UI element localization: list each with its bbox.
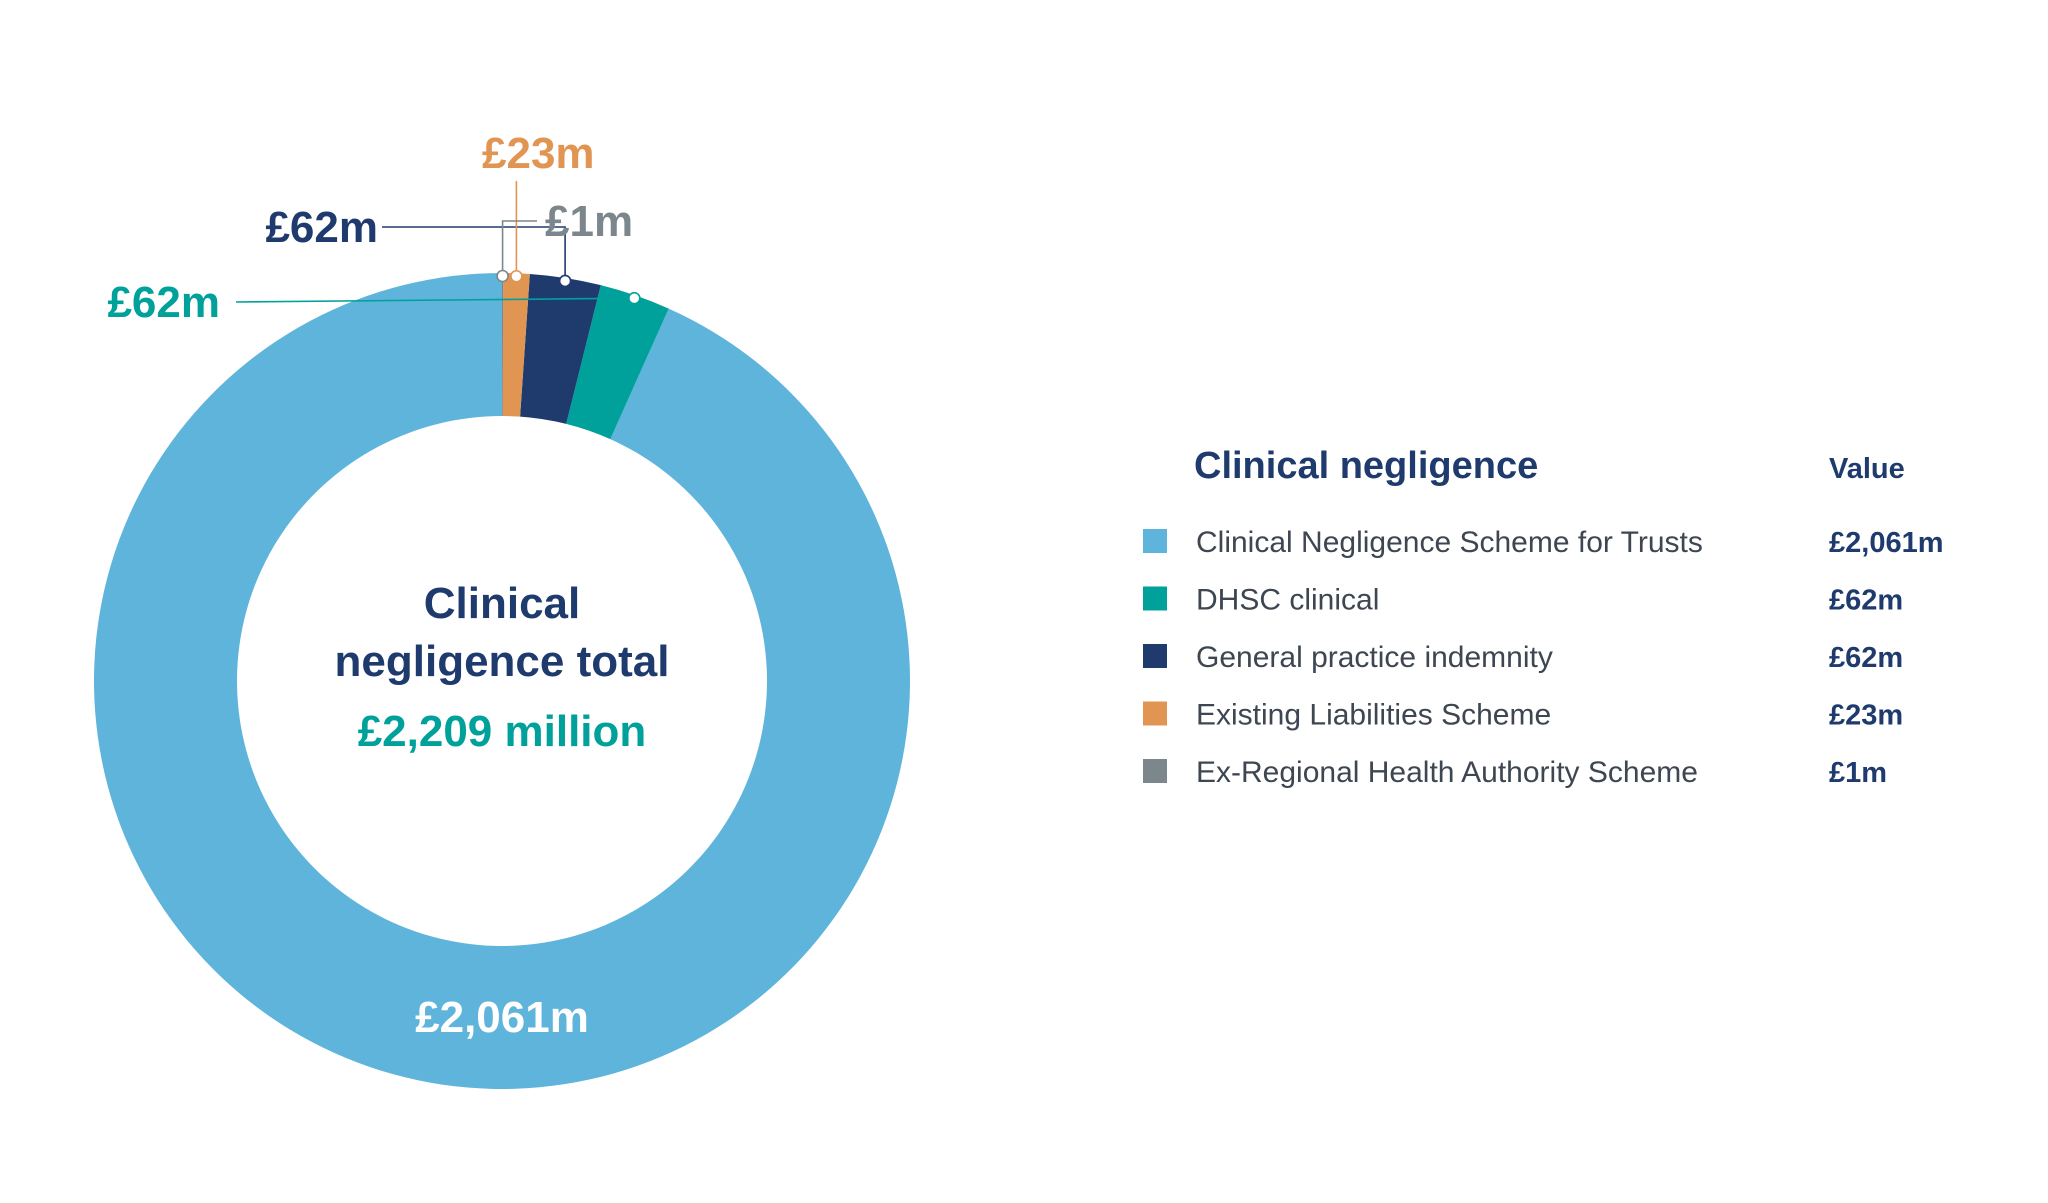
slice-label-0: £2,061m — [415, 993, 589, 1042]
legend-value-3: £23m — [1829, 700, 1903, 732]
legend-swatch-2 — [1143, 644, 1167, 668]
callout-dot-1 — [628, 291, 641, 305]
center-title-line-1: Clinical — [424, 579, 581, 628]
slice-clinical-negligence-scheme-for-trusts — [94, 273, 911, 1089]
slice-label-1: £62m — [107, 278, 220, 327]
slice-existing-liabilities-scheme — [502, 273, 530, 417]
donut-center-text: Clinical negligence total £2,209 million — [335, 579, 670, 756]
center-total-value: £2,209 million — [358, 707, 647, 756]
legend-label-2: General practice indemnity — [1196, 641, 1553, 674]
legend-value-header: Value — [1829, 453, 1905, 485]
callout-line-4 — [501, 220, 537, 276]
legend-label-3: Existing Liabilities Scheme — [1196, 699, 1551, 732]
slice-general-practice-indemnity — [520, 273, 601, 424]
callout-dot-2 — [558, 274, 572, 288]
legend-swatch-4 — [1143, 759, 1167, 783]
donut-slices — [94, 273, 911, 1089]
slice-label-4: £1m — [545, 197, 633, 246]
legend-label-1: DHSC clinical — [1196, 584, 1379, 617]
slice-dhsc-clinical — [566, 285, 669, 440]
legend-rows: Clinical Negligence Scheme for Trusts £2,… — [1143, 526, 1944, 789]
legend-label-4: Ex-Regional Health Authority Scheme — [1196, 756, 1698, 789]
slice-label-2: £62m — [265, 203, 378, 252]
slice-callouts: £2,061m £62m £62m £23m £1m — [107, 129, 641, 1042]
legend-value-2: £62m — [1829, 642, 1903, 674]
center-title-line-2: negligence total — [335, 637, 670, 686]
callout-line-1 — [235, 297, 635, 303]
legend-swatch-0 — [1143, 529, 1167, 553]
legend-value-0: £2,061m — [1829, 527, 1944, 559]
legend-value-4: £1m — [1829, 757, 1887, 789]
legend-label-0: Clinical Negligence Scheme for Trusts — [1196, 526, 1703, 559]
legend-value-1: £62m — [1829, 585, 1903, 617]
callout-dot-4 — [496, 269, 509, 283]
slice-label-3: £23m — [482, 129, 595, 178]
legend-title: Clinical negligence — [1194, 445, 1538, 487]
legend-swatch-1 — [1143, 586, 1167, 611]
callout-line-2 — [382, 226, 566, 281]
legend-swatch-3 — [1143, 701, 1167, 726]
slice-ex-regional-health-authority-scheme — [502, 273, 504, 417]
legend: Clinical negligence Value Clinical Negli… — [1143, 445, 1944, 789]
callout-dot-3 — [510, 269, 523, 283]
